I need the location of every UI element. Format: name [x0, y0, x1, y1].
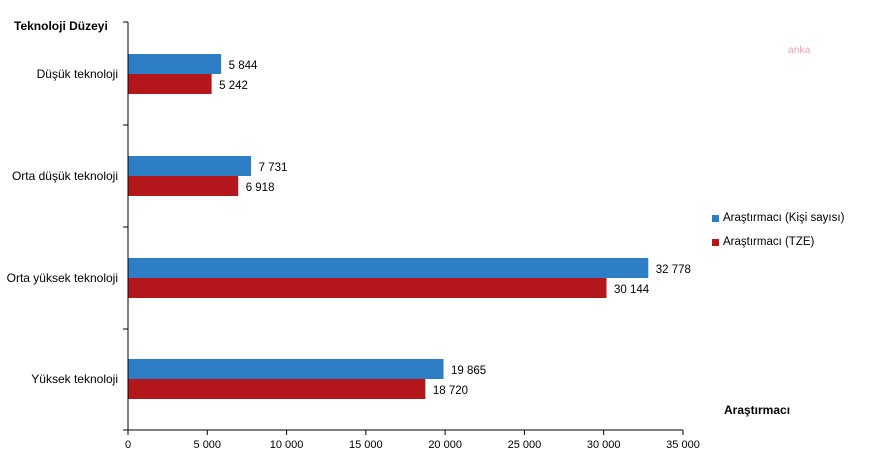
- data-label: 5 242: [219, 80, 248, 92]
- x-tick-label: 25 000: [508, 439, 542, 451]
- bar: [128, 278, 607, 298]
- data-label: 7 731: [259, 162, 288, 174]
- bar: [128, 176, 239, 196]
- data-label: 19 865: [451, 365, 486, 377]
- data-label: 30 144: [614, 284, 650, 296]
- legend-item-series-1: Araştırmacı (Kişi sayısı): [712, 206, 844, 230]
- legend-label-series-2: Araştırmacı (TZE): [723, 236, 815, 248]
- category-label: Düşük teknoloji: [37, 67, 118, 81]
- x-tick-label: 35 000: [666, 439, 700, 451]
- bar: [128, 74, 212, 94]
- watermark-logo: anka: [788, 45, 811, 56]
- bar: [128, 258, 649, 278]
- bar: [128, 54, 222, 74]
- data-label: 5 844: [229, 60, 258, 72]
- x-tick-label: 20 000: [428, 439, 462, 451]
- x-tick-label: 30 000: [587, 439, 621, 451]
- category-label: Orta yüksek teknoloji: [7, 271, 118, 285]
- bar: [128, 359, 444, 379]
- legend-label-series-1: Araştırmacı (Kişi sayısı): [723, 212, 845, 224]
- data-label: 32 778: [656, 264, 691, 276]
- bar: [128, 156, 252, 176]
- legend-swatch-series-2: [712, 238, 719, 246]
- category-label: Orta düşük teknoloji: [12, 169, 118, 183]
- x-tick-label: 10 000: [270, 439, 304, 451]
- x-tick-label: 5 000: [194, 439, 222, 451]
- data-label: 6 918: [246, 182, 275, 194]
- legend-swatch-series-1: [712, 214, 719, 222]
- category-label: Yüksek teknoloji: [31, 372, 118, 386]
- legend: Araştırmacı (Kişi sayısı) Araştırmacı (T…: [712, 206, 844, 254]
- x-axis-title: Araştırmacı: [724, 403, 790, 417]
- legend-item-series-2: Araştırmacı (TZE): [712, 230, 844, 254]
- data-label: 18 720: [433, 385, 468, 397]
- y-axis-title: Teknoloji Düzeyi: [14, 19, 108, 33]
- x-tick-label: 15 000: [349, 439, 383, 451]
- bar: [128, 379, 426, 399]
- x-tick-label: 0: [125, 439, 131, 451]
